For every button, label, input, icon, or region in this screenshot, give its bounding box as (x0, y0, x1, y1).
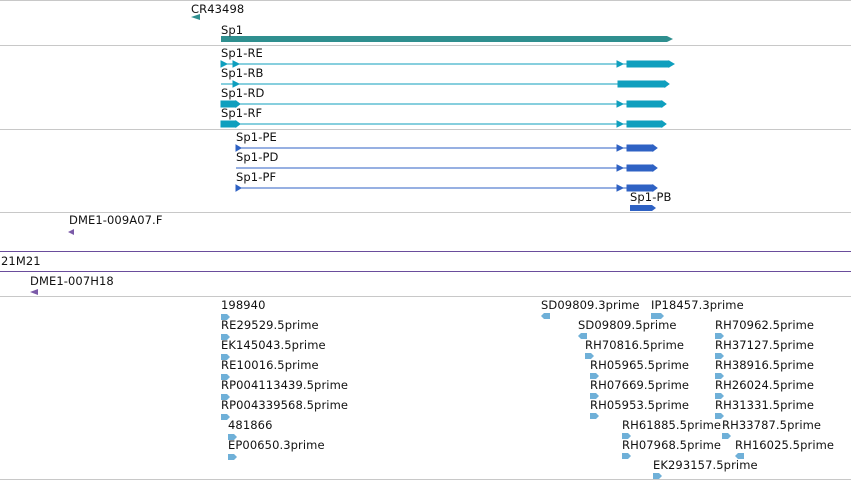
est-label[interactable]: SD09809.5prime (578, 318, 677, 332)
est-label[interactable]: RH70816.5prime (585, 338, 685, 352)
est-label[interactable]: RH26024.5prime (715, 378, 815, 392)
protein-PE (235, 144, 658, 152)
protein-label[interactable]: Sp1-PD (236, 150, 279, 164)
bac-label[interactable]: DME1-007H18 (30, 274, 114, 288)
transcript-label[interactable]: Sp1-RF (221, 106, 263, 120)
est-label[interactable]: RP004339568.5prime (221, 398, 349, 412)
gene-feature (221, 36, 673, 42)
est-label[interactable]: RH05953.5prime (590, 398, 690, 412)
protein-label[interactable]: Sp1-PF (236, 170, 277, 184)
bac-label[interactable]: 21M21 (1, 254, 41, 268)
est-label[interactable]: RE29529.5prime (221, 318, 319, 332)
protein-label[interactable]: Sp1-PB (630, 190, 672, 204)
protein-PF (235, 184, 658, 192)
est-label[interactable]: RH16025.5prime (735, 438, 835, 452)
protein-PD (236, 164, 658, 172)
track-separator (0, 212, 851, 213)
gene-label[interactable]: Sp1 (221, 23, 244, 37)
track-separator (0, 129, 851, 130)
est-label[interactable]: RH07669.5prime (590, 378, 690, 392)
est-label[interactable]: 481866 (228, 418, 273, 432)
est-label[interactable]: RH07968.5prime (622, 438, 722, 452)
est-label[interactable]: RH33787.5prime (722, 418, 822, 432)
track-separator (0, 0, 851, 1)
est-label[interactable]: IP18457.3prime (651, 298, 744, 312)
est-label[interactable]: RH61885.5prime (622, 418, 722, 432)
est-label[interactable]: EP00650.3prime (228, 438, 325, 452)
est-glyphs (221, 313, 744, 479)
est-label[interactable]: EK293157.5prime (653, 458, 758, 472)
protein-label[interactable]: Sp1-PE (236, 130, 277, 144)
transcript-RB (221, 80, 670, 88)
est-label[interactable]: RH70962.5prime (715, 318, 815, 332)
transcript-label[interactable]: Sp1-RB (221, 66, 264, 80)
transcript-RD (220, 100, 667, 108)
est-label[interactable]: 198940 (221, 298, 266, 312)
transcript-RF (220, 120, 667, 128)
track-separator (0, 45, 851, 46)
track-separator (0, 296, 851, 297)
ncrna-feature (191, 14, 200, 20)
est-label[interactable]: RH05965.5prime (590, 358, 690, 372)
protein-PB (630, 205, 656, 211)
est-label[interactable]: RH37127.5prime (715, 338, 815, 352)
est-label[interactable]: EK145043.5prime (221, 338, 326, 352)
track-separator (0, 479, 851, 480)
transcript-RE (220, 60, 675, 68)
track-separator (0, 251, 851, 252)
est-label[interactable]: RE10016.5prime (221, 358, 319, 372)
clone-end-label[interactable]: DME1-009A07.F (69, 213, 163, 227)
transcript-label[interactable]: Sp1-RE (221, 46, 263, 60)
est-label[interactable]: RH31331.5prime (715, 398, 815, 412)
ncrna-label[interactable]: CR43498 (191, 2, 245, 16)
est-label[interactable]: SD09809.3prime (541, 298, 640, 312)
clone-end-feature (68, 229, 74, 235)
est-label[interactable]: RP004113439.5prime (221, 378, 349, 392)
track-separator (0, 271, 851, 272)
est-label[interactable]: RH38916.5prime (715, 358, 815, 372)
bac-feature-start (30, 289, 38, 295)
transcript-label[interactable]: Sp1-RD (221, 86, 265, 100)
